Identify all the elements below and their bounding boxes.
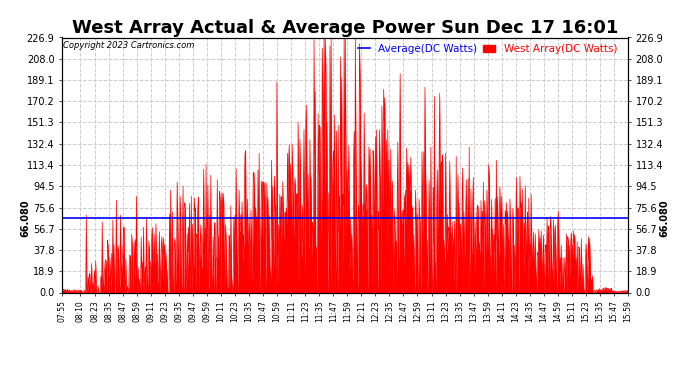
Text: Copyright 2023 Cartronics.com: Copyright 2023 Cartronics.com: [63, 41, 195, 50]
Legend: Average(DC Watts), West Array(DC Watts): Average(DC Watts), West Array(DC Watts): [357, 44, 617, 54]
Title: West Array Actual & Average Power Sun Dec 17 16:01: West Array Actual & Average Power Sun De…: [72, 20, 618, 38]
Text: 66.080: 66.080: [20, 200, 30, 237]
Text: 66.080: 66.080: [660, 200, 670, 237]
